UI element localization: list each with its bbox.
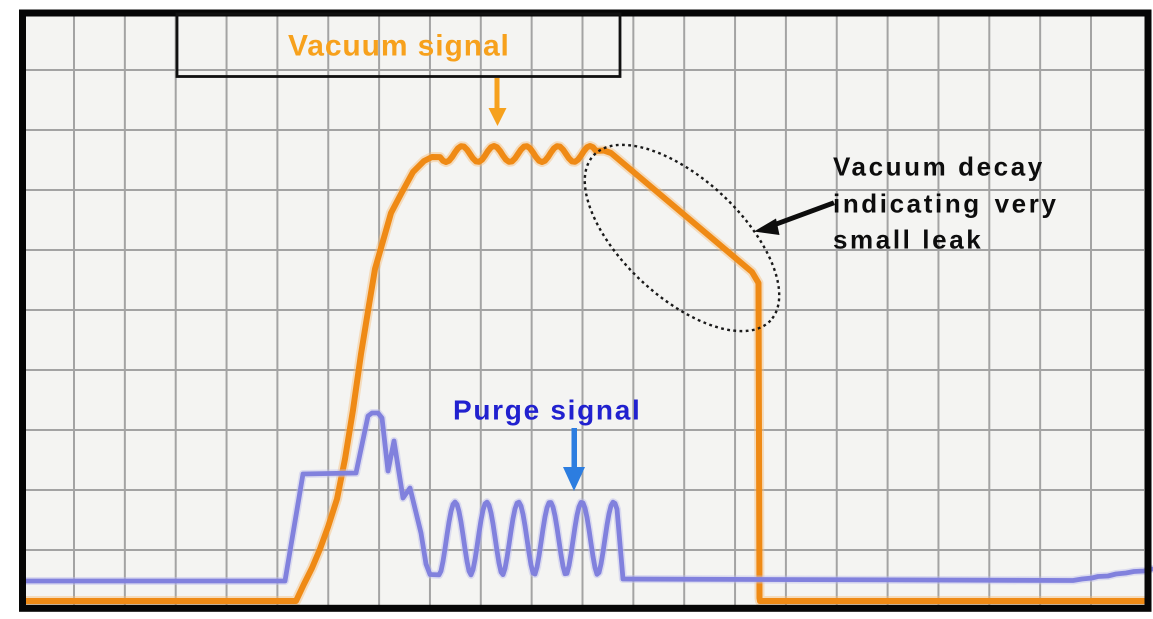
svg-text:small leak: small leak — [833, 225, 983, 255]
svg-text:Vacuum decay: Vacuum decay — [833, 152, 1045, 182]
svg-text:indicating very: indicating very — [833, 189, 1059, 219]
svg-text:Purge signal: Purge signal — [453, 395, 641, 426]
svg-text:Vacuum signal: Vacuum signal — [288, 30, 510, 63]
